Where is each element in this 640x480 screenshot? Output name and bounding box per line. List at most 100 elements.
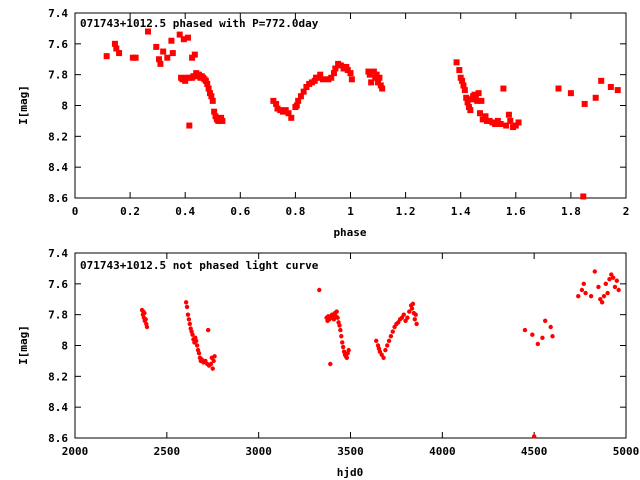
data-point: [300, 88, 307, 95]
data-point: [314, 74, 321, 81]
data-point: [343, 63, 350, 70]
data-point: [190, 332, 195, 337]
data-point: [205, 327, 211, 333]
data-point: [407, 309, 412, 314]
data-point: [459, 77, 466, 84]
data-point: [497, 121, 504, 127]
data-point: [328, 361, 333, 367]
data-point: [601, 293, 607, 299]
data-point: [379, 85, 386, 92]
data-point: [386, 338, 392, 344]
data-point: [542, 318, 548, 324]
data-point: [478, 97, 485, 104]
data-point: [332, 65, 339, 72]
x-axis-label: hjd0: [337, 466, 364, 479]
data-point: [390, 329, 395, 334]
data-point: [592, 269, 597, 274]
data-point: [183, 300, 189, 305]
data-point: [208, 93, 215, 100]
data-point: [581, 100, 588, 107]
data-point: [211, 108, 218, 115]
data-point: [607, 277, 612, 282]
data-point: [401, 312, 406, 317]
data-point: [335, 315, 340, 320]
data-point: [348, 76, 355, 83]
y-tick-label: 7.6: [48, 38, 68, 51]
data-point: [328, 74, 335, 81]
data-point: [113, 45, 120, 52]
data-point: [204, 80, 211, 87]
x-tick-label: 4500: [521, 445, 548, 458]
data-point: [385, 343, 390, 348]
data-point: [474, 97, 481, 104]
data-point: [366, 71, 373, 78]
data-point: [381, 355, 386, 361]
data-point: [295, 97, 302, 104]
data-point: [540, 335, 545, 340]
x-tick-label: 3000: [245, 445, 272, 458]
data-point: [317, 287, 322, 293]
data-point: [319, 76, 326, 83]
data-point: [614, 87, 621, 94]
data-point: [270, 97, 277, 104]
data-point: [465, 104, 472, 111]
data-point: [531, 434, 537, 439]
y-tick-label: 7.8: [48, 309, 68, 322]
x-tick-label: 2: [623, 205, 630, 218]
y-tick-label: 8.6: [48, 432, 68, 445]
data-point: [461, 87, 468, 94]
data-point: [157, 60, 164, 67]
data-point: [194, 343, 200, 348]
x-tick-label: 3500: [337, 445, 364, 458]
data-point: [169, 50, 176, 57]
data-point: [337, 62, 344, 69]
data-point: [339, 334, 344, 339]
data-point: [111, 40, 118, 47]
data-point: [337, 323, 342, 328]
data-point: [405, 315, 410, 320]
x-tick-label: 1.8: [561, 205, 581, 218]
data-point: [494, 117, 501, 124]
data-point: [472, 94, 479, 101]
x-tick-label: 0.2: [120, 205, 140, 218]
chart-title: 071743+1012.5 phased with P=772.0day: [80, 17, 319, 30]
phased-light-curve-panel: 0 0.2 0.4 0.6 0.8 1 1.2 1.4 1.6 1.8 2 7.4 7.6 7.8 8 8.…: [17, 7, 629, 239]
y-tick-label: 7.4: [48, 247, 68, 260]
data-point: [370, 68, 377, 75]
data-point: [184, 304, 190, 310]
data-point: [598, 77, 605, 84]
data-point: [414, 321, 419, 327]
data-point: [374, 338, 379, 344]
data-point: [285, 110, 292, 117]
data-point: [383, 347, 388, 353]
data-point: [297, 93, 304, 100]
data-point: [612, 284, 618, 290]
data-point: [184, 34, 191, 41]
data-point: [344, 355, 350, 361]
y-tick-label: 7.4: [48, 7, 68, 20]
data-point: [468, 96, 475, 103]
data-point: [592, 94, 599, 101]
data-point: [581, 281, 586, 287]
data-point: [460, 82, 467, 89]
data-point: [347, 70, 354, 77]
data-point: [156, 56, 163, 63]
data-point: [548, 324, 553, 330]
data-points: [139, 269, 621, 439]
data-point: [616, 287, 621, 293]
data-point: [189, 54, 196, 61]
y-tick-label: 8: [61, 340, 68, 353]
y-tick-label: 7.6: [48, 278, 68, 291]
data-points: [103, 28, 621, 200]
data-point: [522, 327, 528, 333]
data-point: [334, 309, 339, 314]
data-point: [311, 77, 318, 84]
data-point: [218, 114, 225, 121]
data-point: [512, 122, 519, 129]
data-point: [456, 67, 463, 74]
data-point: [190, 73, 197, 80]
data-point: [610, 275, 616, 280]
data-point: [413, 312, 418, 317]
data-point: [273, 100, 280, 107]
